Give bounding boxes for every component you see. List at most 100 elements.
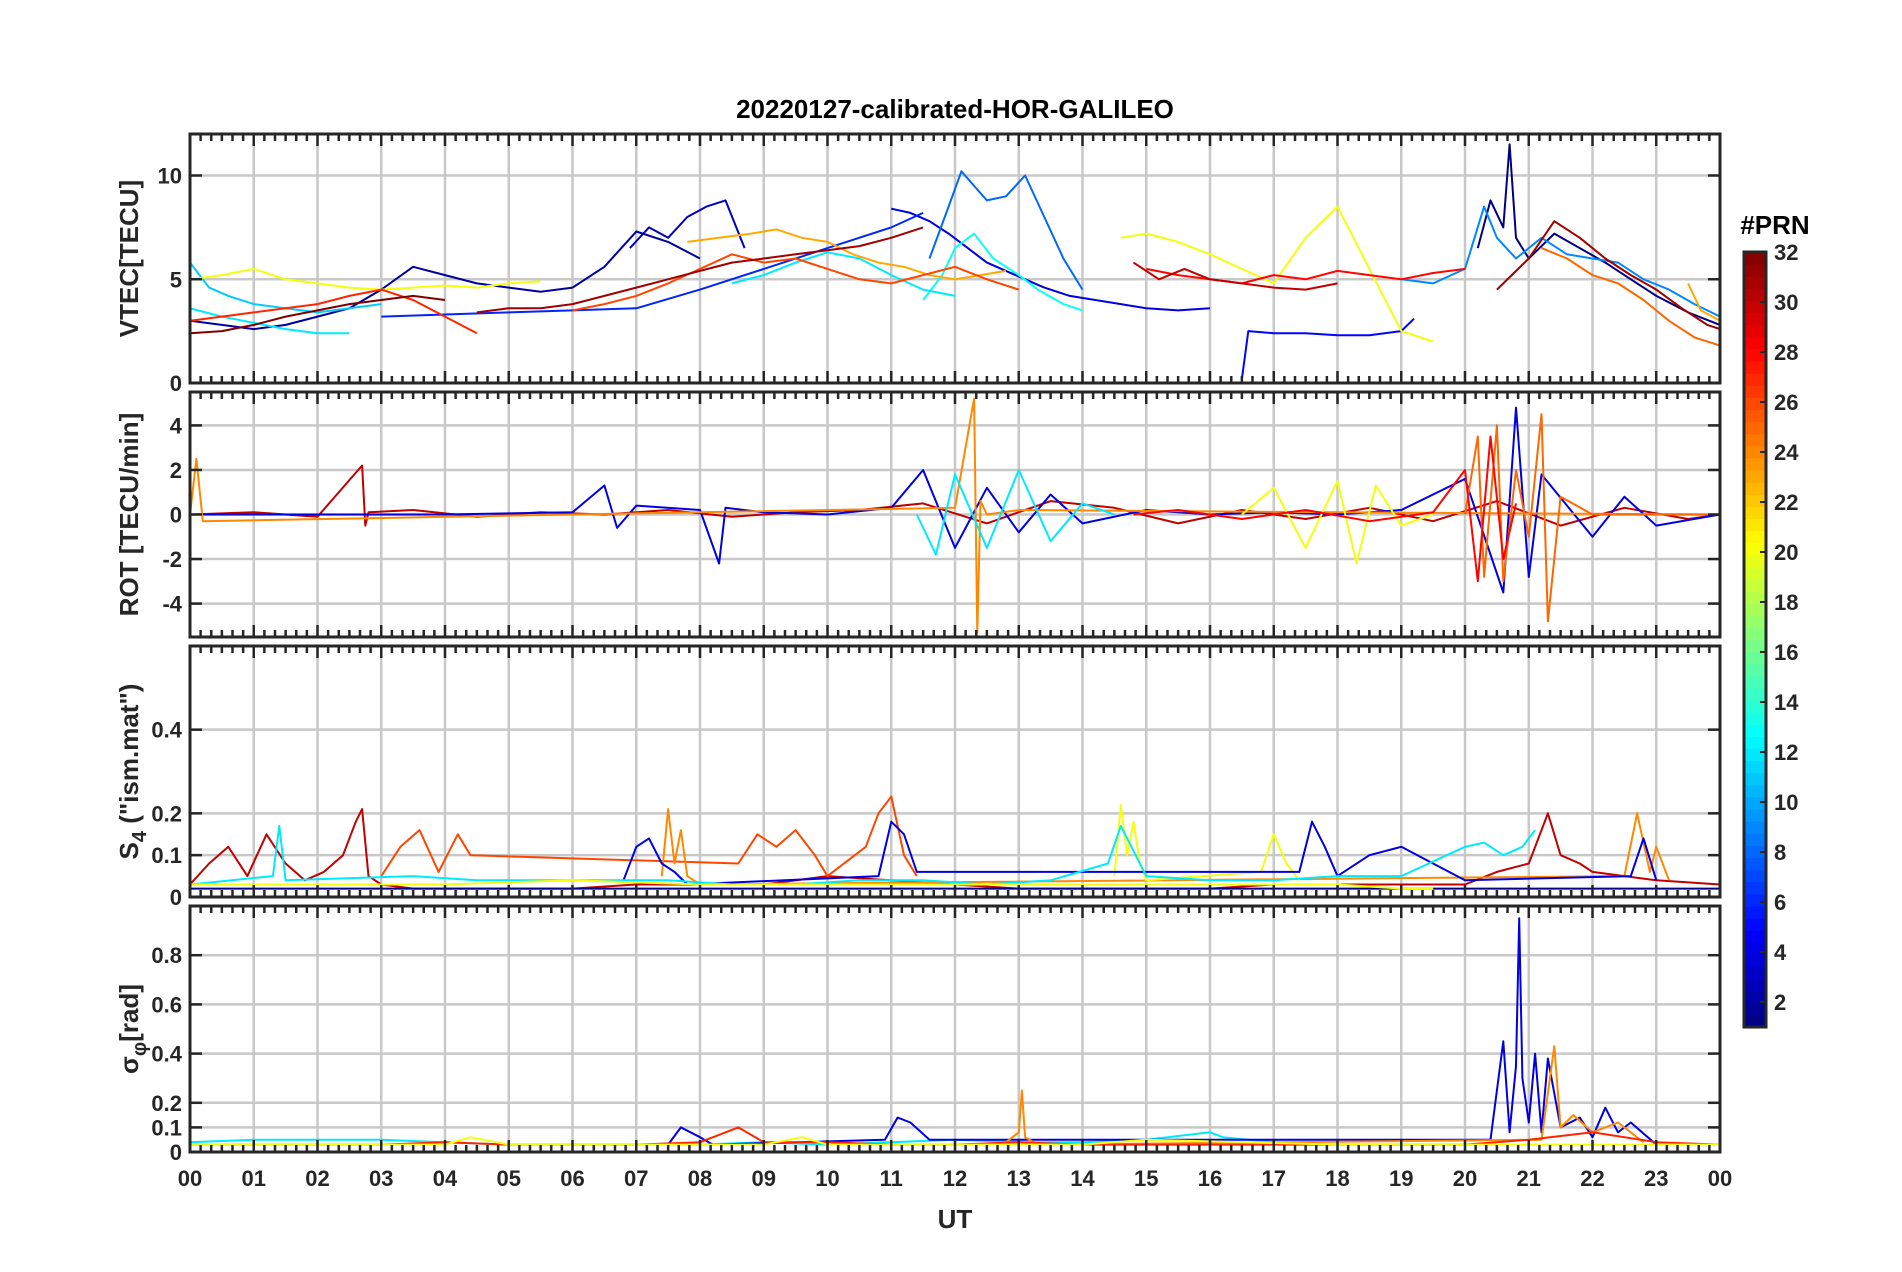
colorbar-segment [1744,252,1766,265]
colorbar-segment [1744,530,1766,544]
colorbar-segment [1744,736,1766,750]
x-tick-label: 08 [688,1166,712,1191]
series-line-prn-3 [629,199,746,249]
series-line-prn-27 [190,288,478,335]
x-tick-label: 12 [943,1166,967,1191]
colorbar-segment [1744,385,1766,398]
y-tick-label: -2 [162,547,182,572]
colorbar-tick-label: 14 [1774,690,1799,715]
colorbar-segment [1744,324,1766,338]
colorbar-segment [1744,312,1766,326]
colorbar-segment [1744,591,1766,604]
y-tick-label: 0.1 [151,843,182,868]
colorbar-segment [1744,566,1766,580]
colorbar-segment [1744,712,1766,725]
x-tick-label: 07 [624,1166,648,1191]
y-tick-label: 0.2 [151,1091,182,1116]
series-line-prn-1 [1476,143,1720,326]
series-line-prn-20 [1241,480,1434,565]
panel-1: 0 5 10 VTEC[TECU] [114,132,1722,396]
series-line-prn-24 [190,397,1720,634]
colorbar-tick-label: 16 [1774,640,1798,665]
y-tick-label: -4 [162,592,182,617]
series-line-prn-12 [190,307,350,335]
colorbar-segment [1744,724,1766,737]
colorbar-segment [1744,578,1766,592]
series-line-prn-12 [915,469,1115,556]
series-line-prn-26 [380,795,918,878]
colorbar-segment [1744,276,1766,289]
colorbar-segment [1744,990,1766,1004]
colorbar-title: #PRN [1740,210,1809,240]
colorbar-segment [1744,687,1766,701]
colorbar-segment [1744,615,1766,628]
colorbar-tick-label: 24 [1774,440,1799,465]
series-line-prn-4 [891,207,1211,312]
x-tick-label: 06 [560,1166,584,1191]
colorbar-segment [1744,663,1766,677]
y-axis-title: ROT [TECU/min] [114,413,144,617]
colorbar-segment [1744,942,1766,955]
x-tick-label: 00 [178,1166,202,1191]
colorbar-segment [1744,433,1766,447]
colorbar-segment [1744,469,1766,483]
colorbar-segment [1744,821,1766,834]
x-tick-label: 14 [1070,1166,1095,1191]
x-tick-label: 03 [369,1166,393,1191]
series-line-prn-12 [731,251,956,297]
series-line-prn-25 [1464,413,1720,623]
y-tick-label: 4 [170,413,183,438]
y-axis-title: VTEC[TECU] [114,180,144,337]
x-tick-label: 11 [880,1166,903,1191]
y-tick-label: 0.2 [151,801,182,826]
y-tick-label: 0.6 [151,992,182,1017]
y-tick-label: 0.1 [151,1115,182,1140]
colorbar-segment [1744,542,1766,556]
y-tick-label: 0 [170,371,182,396]
x-tick-label: 16 [1198,1166,1222,1191]
series-line-prn-13 [922,232,1083,312]
colorbar-segment [1744,772,1766,786]
colorbar-tick-label: 28 [1774,340,1798,365]
colorbar-segment [1744,1014,1766,1028]
series-line-prn-28 [1146,267,1466,285]
x-tick-label: 23 [1644,1166,1668,1191]
series-line-prn-9 [1401,205,1720,318]
colorbar-segment [1744,445,1766,459]
series-line-prn-8 [928,170,1084,291]
panel-4: 00.10.2 0.4 0.6 0.8σφ[rad] [114,904,1722,1165]
series-line-prn-32 [190,294,446,335]
colorbar-segment [1744,482,1766,495]
x-tick-label: 09 [752,1166,776,1191]
x-tick-label: 21 [1517,1166,1541,1191]
colorbar-segment [1744,905,1766,919]
series-line-prn-4 [190,406,1720,594]
colorbar-segment [1744,397,1766,411]
x-tick-label: 20 [1453,1166,1477,1191]
colorbar-segment [1744,603,1766,616]
colorbar-segment [1744,288,1766,302]
series-line-prn-26 [572,253,1020,312]
colorbar-tick-label: 8 [1774,840,1786,865]
x-tick-label: 05 [497,1166,521,1191]
y-axis-title: σφ[rad] [114,984,151,1074]
y-tick-label: 2 [170,458,182,483]
x-tick-label: 00 [1708,1166,1732,1191]
series-line-prn-6 [381,211,924,318]
x-tick-label: 13 [1007,1166,1031,1191]
colorbar-segment [1744,918,1766,931]
y-tick-label: 0.4 [151,718,182,743]
series-line-prn-20 [1120,205,1434,343]
colorbar-segment [1744,845,1766,859]
colorbar-tick-label: 10 [1774,790,1798,815]
y-tick-label: 0.8 [151,943,182,968]
series-line-prn-28 [1133,435,1517,583]
colorbar-segment [1744,360,1766,374]
colorbar-segment [1744,651,1766,665]
series-line-prn-11 [190,261,382,314]
series-line-prn-31 [1496,220,1720,331]
colorbar-segment [1744,409,1766,423]
colorbar-frame [1742,250,1768,1029]
